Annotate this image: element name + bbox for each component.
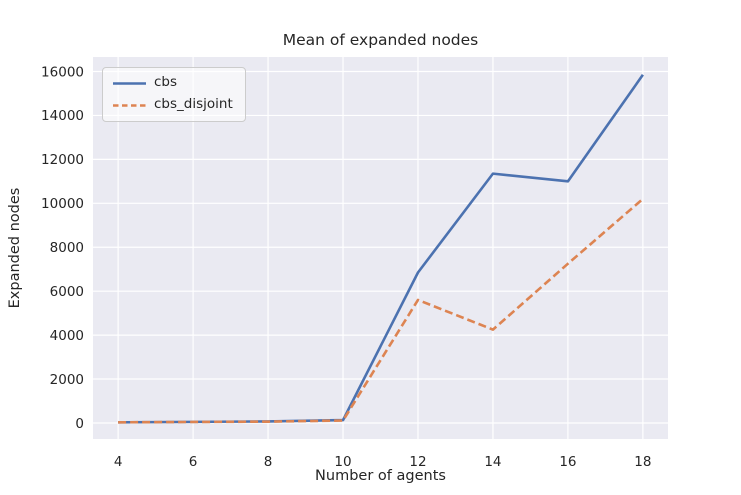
- x-tick-label-12: 12: [409, 454, 426, 470]
- y-tick-label-6000: 6000: [50, 284, 84, 300]
- x-tick-label-4: 4: [114, 454, 123, 470]
- y-tick-label-0: 0: [75, 416, 84, 432]
- y-tick-label-2000: 2000: [50, 372, 84, 388]
- y-tick-label-12000: 12000: [41, 152, 84, 168]
- legend-label: cbs: [154, 74, 178, 91]
- y-tick-label-16000: 16000: [41, 64, 84, 80]
- x-tick-label-6: 6: [189, 454, 198, 470]
- x-tick-label-18: 18: [634, 454, 651, 470]
- legend: cbs cbs_disjoint: [102, 67, 246, 122]
- y-tick-label-14000: 14000: [41, 108, 84, 124]
- x-tick-label-14: 14: [484, 454, 501, 470]
- y-axis-label: Expanded nodes: [7, 187, 23, 309]
- legend-line-sample: [113, 81, 146, 85]
- y-tick-label-4000: 4000: [50, 328, 84, 344]
- x-axis-label: Number of agents: [315, 468, 446, 484]
- legend-entry-cbs: cbs: [113, 72, 245, 94]
- x-tick-label-16: 16: [559, 454, 576, 470]
- y-tick-label-10000: 10000: [41, 196, 84, 212]
- chart-title: Mean of expanded nodes: [282, 31, 479, 49]
- x-tick-label-8: 8: [264, 454, 273, 470]
- legend-entry-cbs_disjoint: cbs_disjoint: [113, 94, 245, 116]
- y-tick-label-8000: 8000: [50, 240, 84, 256]
- series-line-cbs_disjoint: [118, 197, 644, 424]
- legend-line-sample: [113, 103, 146, 107]
- legend-label: cbs_disjoint: [154, 96, 233, 113]
- x-tick-label-10: 10: [334, 454, 351, 470]
